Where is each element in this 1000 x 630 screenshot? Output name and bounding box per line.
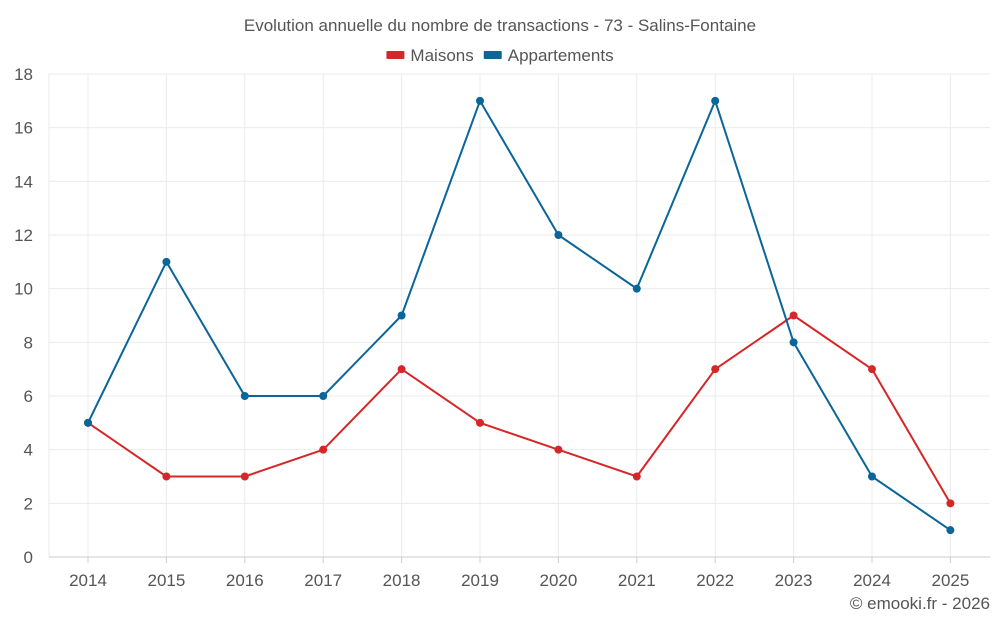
data-point-appartements[interactable] — [868, 472, 876, 481]
data-point-maisons[interactable] — [789, 311, 798, 320]
data-point-maisons[interactable] — [162, 472, 171, 481]
y-tick-label: 10 — [14, 280, 33, 299]
data-point-maisons[interactable] — [632, 472, 641, 481]
chart-title: Evolution annuelle du nombre de transact… — [244, 16, 756, 35]
data-point-appartements[interactable] — [84, 418, 92, 427]
x-tick-label: 2022 — [696, 571, 734, 590]
data-point-appartements[interactable] — [397, 311, 406, 320]
series-line-appartements — [87, 99, 951, 531]
data-point-appartements[interactable] — [476, 96, 484, 105]
y-tick-label: 4 — [24, 441, 33, 460]
legend-label: Appartements — [508, 46, 614, 65]
y-tick-label: 16 — [14, 119, 33, 138]
y-tick-label: 14 — [14, 172, 33, 191]
grid — [48, 73, 990, 557]
x-tick-label: 2023 — [775, 571, 813, 590]
x-tick-label: 2019 — [461, 571, 499, 590]
series-group — [84, 96, 955, 535]
y-tick-label: 2 — [24, 494, 33, 513]
legend-item-maisons[interactable]: Maisons — [386, 46, 474, 65]
x-tick-label: 2021 — [618, 571, 656, 590]
x-tick-label: 2015 — [147, 571, 185, 590]
y-tick-label: 8 — [24, 333, 33, 352]
x-tick-label: 2017 — [304, 571, 342, 590]
x-tick-label: 2024 — [853, 571, 891, 590]
y-tick-label: 18 — [14, 65, 33, 84]
legend-swatch — [386, 51, 405, 59]
data-point-appartements[interactable] — [319, 392, 328, 400]
data-point-maisons[interactable] — [397, 365, 406, 374]
data-point-maisons[interactable] — [711, 365, 720, 374]
data-point-maisons[interactable] — [240, 472, 249, 481]
data-point-appartements[interactable] — [240, 392, 249, 400]
series-line-maisons — [87, 314, 952, 504]
data-point-appartements[interactable] — [789, 338, 798, 347]
data-point-appartements[interactable] — [162, 257, 171, 266]
data-point-maisons[interactable] — [946, 499, 955, 508]
credit-text: © emooki.fr - 2026 — [850, 594, 990, 613]
x-tick-label: 2025 — [931, 571, 969, 590]
data-point-appartements[interactable] — [711, 96, 720, 105]
legend-item-appartements[interactable]: Appartements — [483, 46, 614, 65]
y-tick-label: 6 — [24, 387, 33, 406]
data-point-maisons[interactable] — [476, 418, 484, 427]
x-tick-label: 2020 — [539, 571, 577, 590]
legend-label: Maisons — [410, 46, 473, 65]
data-point-maisons[interactable] — [319, 445, 328, 454]
y-tick-label: 0 — [24, 548, 33, 567]
data-point-appartements[interactable] — [946, 526, 955, 535]
data-point-appartements[interactable] — [554, 231, 563, 239]
x-tick-label: 2018 — [383, 571, 421, 590]
axes: 0 2 4 6 8 10 12 14 16 18 2014 2015 2016 2017 2018 2019 2… — [14, 65, 990, 590]
data-point-maisons[interactable] — [554, 445, 563, 454]
legend: Maisons Appartements — [386, 46, 614, 65]
data-point-maisons[interactable] — [868, 365, 876, 374]
y-tick-label: 12 — [14, 226, 33, 245]
x-tick-label: 2016 — [226, 571, 264, 590]
data-point-appartements[interactable] — [632, 284, 641, 293]
x-tick-label: 2014 — [69, 571, 107, 590]
legend-swatch — [483, 51, 502, 59]
